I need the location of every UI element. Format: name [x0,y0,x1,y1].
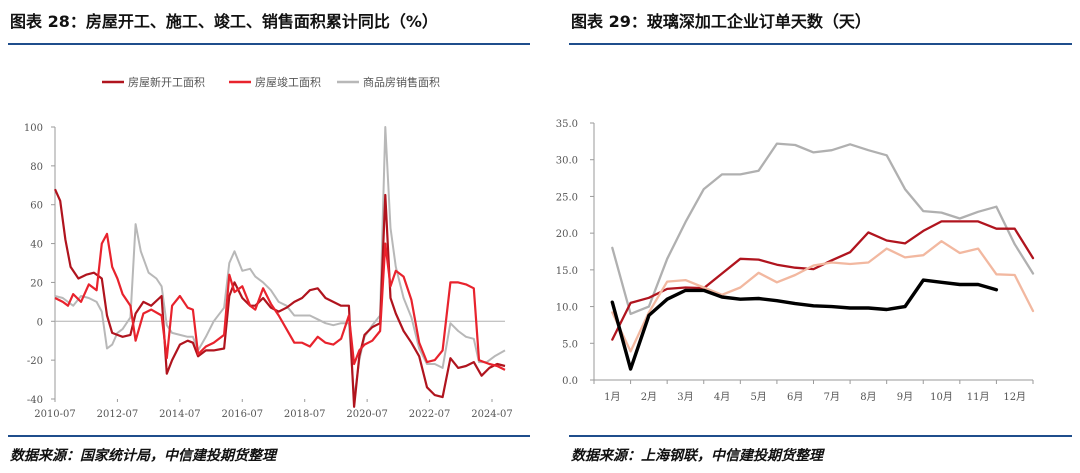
x-tick-label: 2024-07 [471,409,513,420]
x-category-label: 4月 [714,391,730,403]
right-top-rule [569,43,1072,45]
right-source-note: 数据来源：上海钢联，中信建投期货整理 [571,448,823,464]
y-tick-label: 0 [37,317,43,328]
left-source-note: 数据来源：国家统计局，中信建投期货整理 [10,448,276,464]
series-line-0 [611,142,1035,316]
x-category-label: 1月 [604,391,620,403]
y-tick-label: 15.0 [556,266,578,277]
y-tick-label: 20 [30,278,43,289]
y-tick-label: 30.0 [556,156,578,167]
right-line-chart: 35.0 30.0 25.0 20.0 15.0 10.0 5.0 0.0 1月 2月 3月 4月 5月… [556,119,1035,403]
x-category-label: 6月 [787,391,803,403]
x-tick-label: 2016-07 [222,409,264,420]
y-tick-label: 40 [30,240,43,251]
series-line-1 [54,232,506,371]
y-tick-label: 100 [24,123,43,134]
y-tick-label: 25.0 [556,192,578,203]
x-category-label: 8月 [860,391,876,403]
legend-label-1: 房屋竣工面积 [255,75,321,89]
y-tick-label: 35.0 [556,119,578,130]
y-tick-label: -40 [27,395,43,406]
x-category-label: 5月 [750,391,766,403]
y-tick-label: 20.0 [556,229,578,240]
x-tick-label: 2012-07 [97,409,139,420]
series-line-2 [54,126,506,400]
y-tick-label: -20 [27,356,43,367]
series-line-3 [610,278,999,371]
left-top-rule [8,43,530,45]
series-line-0 [53,188,506,408]
y-tick-label: 5.0 [562,339,578,350]
x-category-label: 11月 [967,391,990,403]
left-line-chart: 100 80 60 40 20 0 -20 -40 2010-07 2012-07 2014-07 2… [24,75,513,420]
left-bottom-rule [8,435,530,437]
legend-label-2: 商品房销售面积 [363,75,440,89]
x-tick-label: 2010-07 [34,409,76,420]
x-category-label: 12月 [1003,391,1026,403]
x-category-label: 2月 [641,391,657,403]
left-chart-title: 图表 28：房屋开工、施工、竣工、销售面积累计同比（%） [10,12,438,31]
x-tick-label: 2014-07 [159,409,201,420]
right-chart-title: 图表 29：玻璃深加工企业订单天数（天） [571,12,871,31]
x-category-label: 10月 [930,391,953,403]
legend-label-0: 房屋新开工面积 [128,75,205,89]
x-tick-label: 2018-07 [284,409,326,420]
y-tick-label: 80 [30,162,43,173]
series-line-2 [611,240,1035,353]
y-tick-label: 60 [30,201,43,212]
y-tick-label: 10.0 [556,303,578,314]
x-tick-label: 2022-07 [409,409,451,420]
x-category-label: 9月 [897,391,913,403]
x-category-label: 7月 [824,391,840,403]
x-tick-label: 2020-07 [346,409,388,420]
y-tick-label: 0.0 [562,376,578,387]
right-bottom-rule [569,435,1072,437]
x-category-label: 3月 [677,391,693,403]
